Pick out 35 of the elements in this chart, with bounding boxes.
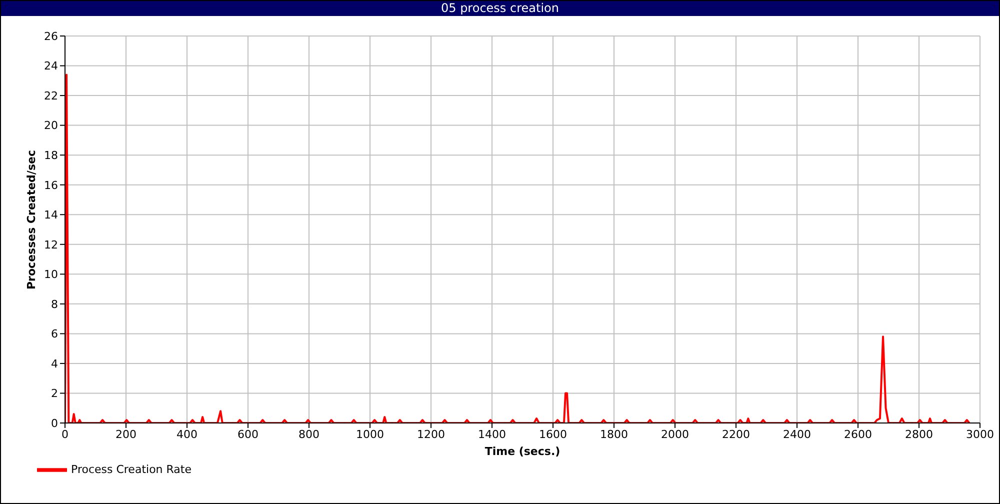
- y-tick-label: 22: [44, 89, 58, 102]
- x-tick-label: 2400: [783, 428, 811, 441]
- x-tick-label: 1000: [356, 428, 384, 441]
- y-tick-label: 16: [44, 178, 58, 192]
- x-tick-label: 1400: [478, 428, 506, 441]
- y-tick-label: 4: [51, 357, 58, 370]
- x-tick-label: 0: [62, 428, 68, 441]
- x-tick-label: 2800: [905, 428, 933, 441]
- x-tick-label: 3000: [966, 428, 994, 441]
- y-tick-label: 20: [44, 119, 58, 132]
- x-tick-label: 1600: [539, 428, 567, 441]
- y-tick-label: 24: [44, 60, 58, 73]
- y-tick-label: 12: [44, 238, 58, 252]
- y-tick-label: 10: [44, 268, 58, 282]
- line-series: [65, 74, 970, 423]
- x-tick-label: 2000: [661, 428, 689, 441]
- y-axis-title: Processes Created/sec: [24, 150, 38, 290]
- x-tick-label: 600: [238, 428, 258, 441]
- x-tick-label: 2600: [844, 428, 872, 441]
- x-axis-title: Time (secs.): [484, 445, 560, 458]
- x-tick-label: 1200: [417, 428, 445, 441]
- x-tick-label: 200: [116, 428, 136, 441]
- x-tick-label: 800: [298, 428, 320, 441]
- y-tick-label: 2: [51, 387, 58, 400]
- x-tick-label: 1800: [600, 428, 628, 441]
- y-tick-label: 18: [44, 148, 58, 162]
- x-tick-label: 400: [176, 428, 198, 441]
- y-tick-label: 8: [51, 298, 58, 311]
- chart-title: 05 process creation: [1, 1, 999, 16]
- y-tick-label: 14: [44, 208, 58, 222]
- legend-label: Process Creation Rate: [71, 463, 192, 476]
- y-tick-label: 6: [51, 328, 58, 341]
- x-tick-label: 2200: [722, 428, 750, 441]
- y-tick-label: 0: [51, 416, 58, 430]
- y-tick-label: 26: [44, 30, 58, 43]
